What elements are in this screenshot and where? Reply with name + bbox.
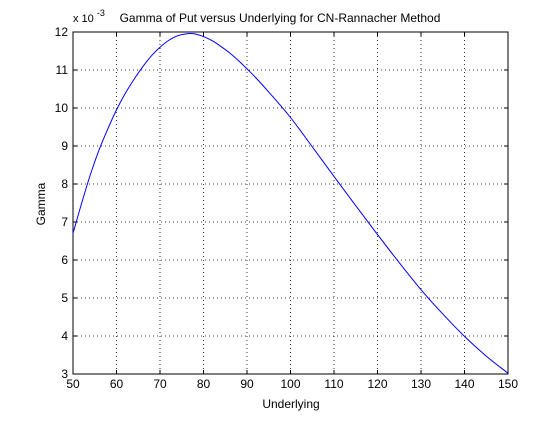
y-tick-label: 7 (61, 215, 68, 229)
x-tick-label: 140 (454, 377, 474, 391)
y-tick-label: 6 (61, 253, 68, 267)
series-group (72, 33, 509, 374)
y-multiplier-exponent: -3 (97, 8, 105, 18)
y-tick-label: 9 (61, 139, 68, 153)
y-tick-label: 10 (55, 101, 69, 115)
y-tick-label: 4 (61, 329, 68, 343)
x-tick-label: 120 (367, 377, 387, 391)
chart-title: Gamma of Put versus Underlying for CN-Ra… (120, 11, 441, 25)
y-tick-label: 11 (56, 63, 69, 77)
x-tick-label: 80 (197, 377, 211, 391)
x-tick-label: 100 (280, 377, 300, 391)
x-tick-label: 90 (240, 377, 254, 391)
y-tick-label: 8 (61, 177, 68, 191)
tick-labels: 50 60 70 80 90 100 110 120 130 140 150 3 4 5 6 7 8 9 10 11 1… (55, 25, 519, 391)
x-tick-label: 50 (66, 377, 80, 391)
y-axis-label: Gamma (34, 182, 48, 225)
gamma-series-line (72, 33, 509, 374)
x-tick-label: 150 (498, 377, 518, 391)
x-tick-label: 130 (411, 377, 431, 391)
x-tick-label: 110 (324, 377, 343, 391)
y-tick-label: 5 (61, 291, 68, 305)
x-axis-label: Underlying (262, 397, 319, 411)
y-multiplier: x 10 -3 (73, 8, 105, 25)
grid (73, 32, 508, 374)
axes-box (72, 31, 509, 375)
y-tick-label: 12 (55, 25, 69, 39)
x-tick-label: 70 (153, 377, 167, 391)
ticks (72, 31, 509, 375)
x-tick-label: 60 (110, 377, 124, 391)
y-multiplier-base: x 10 (73, 13, 94, 25)
y-tick-label: 3 (61, 367, 68, 381)
